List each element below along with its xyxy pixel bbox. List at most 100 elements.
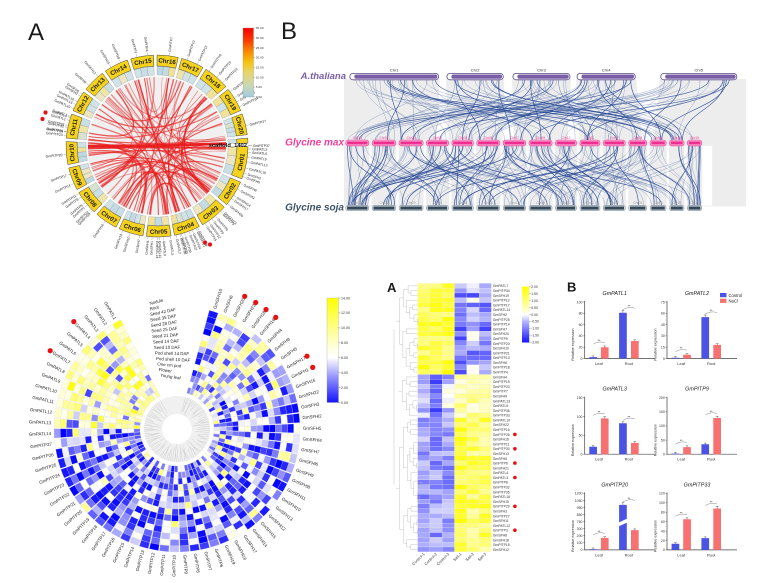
svg-text:120: 120	[659, 492, 665, 496]
svg-text:GmSFH5: GmSFH5	[246, 176, 261, 185]
svg-text:GmPITP24: GmPITP24	[192, 233, 202, 250]
svg-text:50: 50	[579, 434, 583, 438]
svg-text:GmSFH10: GmSFH10	[212, 288, 223, 310]
svg-text:Nodule: Nodule	[149, 297, 164, 306]
svg-text:GmPITP30: GmPITP30	[184, 236, 193, 253]
svg-text:GmPITP6: GmPITP6	[493, 462, 508, 466]
svg-text:0: 0	[581, 453, 583, 457]
svg-text:GmPITP34: GmPITP34	[242, 96, 259, 107]
svg-text:Salt-2: Salt-2	[464, 551, 475, 562]
svg-text:Chr12: Chr12	[562, 136, 571, 140]
svg-text:Chr02: Chr02	[379, 201, 388, 205]
svg-text:GmPATL12: GmPATL12	[250, 161, 268, 168]
svg-text:GmSFH22: GmSFH22	[493, 423, 509, 427]
svg-text:80: 80	[661, 511, 665, 515]
svg-text:GmPATL10: GmPATL10	[493, 418, 510, 422]
svg-text:GmPATL13: GmPATL13	[29, 419, 52, 425]
svg-text:GmPITP8: GmPITP8	[193, 553, 201, 573]
svg-text:Chr06: Chr06	[484, 136, 493, 140]
svg-text:Relative expression: Relative expression	[654, 328, 658, 360]
svg-text:GmSFH12: GmSFH12	[83, 60, 96, 75]
svg-text:**: **	[627, 415, 630, 419]
svg-text:Chr18: Chr18	[672, 201, 681, 205]
svg-text:850: 850	[577, 513, 583, 517]
svg-text:GmPITP37: GmPITP37	[249, 119, 266, 127]
svg-text:Seed 35 DAF: Seed 35 DAF	[150, 313, 177, 322]
svg-text:Root: Root	[707, 457, 716, 462]
svg-text:6.00: 6.00	[341, 356, 348, 360]
svg-text:Seed 28 DAF: Seed 28 DAF	[150, 319, 177, 328]
svg-text:GmSFH20: GmSFH20	[493, 332, 509, 336]
svg-text:GmPITP6: GmPITP6	[214, 548, 225, 568]
svg-text:GmSFH5: GmSFH5	[280, 346, 298, 361]
svg-text:GmPATL13: GmPATL13	[56, 93, 73, 104]
svg-text:B: B	[567, 280, 576, 295]
svg-text:Chr06: Chr06	[484, 201, 493, 205]
svg-text:GmPITP8: GmPITP8	[65, 197, 80, 209]
svg-text:Glycine soja: Glycine soja	[285, 203, 344, 214]
svg-text:GmPITP15: GmPITP15	[493, 543, 510, 547]
svg-text:GmPITP25: GmPITP25	[35, 462, 58, 473]
svg-text:20.00: 20.00	[256, 56, 264, 60]
svg-text:GmPITP13: GmPITP13	[135, 549, 146, 572]
svg-text:GmPITP27: GmPITP27	[30, 442, 53, 450]
svg-text:GmSFH16: GmSFH16	[92, 223, 104, 239]
svg-text:750: 750	[577, 520, 583, 524]
svg-text:Chr4: Chr4	[602, 67, 611, 72]
svg-text:GmPITP23: GmPITP23	[46, 131, 63, 137]
svg-text:100: 100	[577, 541, 583, 545]
svg-text:20: 20	[661, 539, 665, 543]
svg-text:8.00: 8.00	[341, 341, 348, 345]
svg-text:Chr20: Chr20	[234, 116, 245, 135]
svg-text:GmPITP16: GmPITP16	[493, 428, 510, 432]
svg-text:200: 200	[659, 396, 665, 400]
svg-text:GmPATL4: GmPATL4	[493, 471, 508, 475]
svg-text:GmPITP7: GmPITP7	[203, 551, 212, 571]
svg-text:GmPATL3: GmPATL3	[252, 147, 268, 152]
svg-text:Leaf: Leaf	[595, 457, 604, 462]
svg-text:Chr01: Chr01	[237, 152, 247, 171]
svg-text:GmPITP14: GmPITP14	[123, 546, 135, 569]
svg-text:GmSFH4: GmSFH4	[145, 240, 150, 255]
svg-text:GmSFH10: GmSFH10	[122, 236, 131, 253]
svg-text:GmPITP32: GmPITP32	[47, 121, 64, 128]
svg-text:GmPITP11: GmPITP11	[159, 553, 166, 575]
svg-text:GmPITP25: GmPITP25	[493, 318, 510, 322]
svg-text:GmSFH6: GmSFH6	[66, 82, 80, 93]
svg-text:GmPATL12: GmPATL12	[30, 407, 53, 415]
svg-text:GmPATL14: GmPATL14	[29, 431, 52, 437]
svg-text:GmPITP12: GmPITP12	[493, 299, 510, 303]
svg-text:Chr2: Chr2	[471, 67, 480, 72]
svg-text:Chr13: Chr13	[353, 136, 362, 140]
svg-text:GmPITP7: GmPITP7	[168, 37, 174, 52]
svg-text:GmPITP27: GmPITP27	[493, 514, 510, 518]
svg-text:GmSFHl8: GmSFHl8	[291, 478, 311, 491]
svg-text:Chr5: Chr5	[694, 67, 703, 72]
svg-text:Chr02: Chr02	[379, 136, 388, 140]
svg-text:NaCl: NaCl	[729, 299, 738, 304]
svg-text:60: 60	[661, 520, 665, 524]
svg-text:GmPITP29: GmPITP29	[493, 505, 510, 509]
svg-text:Chr19: Chr19	[690, 136, 699, 140]
svg-text:GmPITP16: GmPITP16	[210, 53, 223, 69]
svg-text:0: 0	[663, 453, 665, 457]
svg-text:150: 150	[577, 396, 583, 400]
svg-text:GmPATL4: GmPATL4	[52, 110, 68, 119]
svg-text:GmSFH8: GmSFH8	[243, 183, 258, 192]
svg-text:Chr1: Chr1	[390, 67, 399, 72]
svg-text:Chr20: Chr20	[407, 201, 416, 205]
svg-text:GmPATL15: GmPATL15	[249, 167, 267, 175]
svg-text:GmPITP13: GmPITP13	[197, 45, 208, 62]
svg-text:GmSFH11: GmSFH11	[493, 519, 509, 523]
svg-text:scaffold_1402: scaffold_1402	[209, 143, 247, 149]
svg-text:Chr08: Chr08	[458, 136, 467, 140]
svg-text:GmPATL11: GmPATL11	[32, 395, 55, 405]
svg-text:GmSFH13: GmSFH13	[114, 233, 124, 249]
svg-text:GmSFH8: GmSFH8	[493, 534, 507, 538]
svg-text:GmSFH4: GmSFH4	[493, 375, 507, 379]
svg-text:GmPITP19: GmPITP19	[493, 380, 510, 384]
svg-text:Seed 21 DAF: Seed 21 DAF	[152, 332, 179, 339]
svg-text:Chr17: Chr17	[610, 136, 619, 140]
svg-text:GmPITP33: GmPITP33	[684, 482, 711, 488]
svg-text:60: 60	[579, 323, 583, 327]
